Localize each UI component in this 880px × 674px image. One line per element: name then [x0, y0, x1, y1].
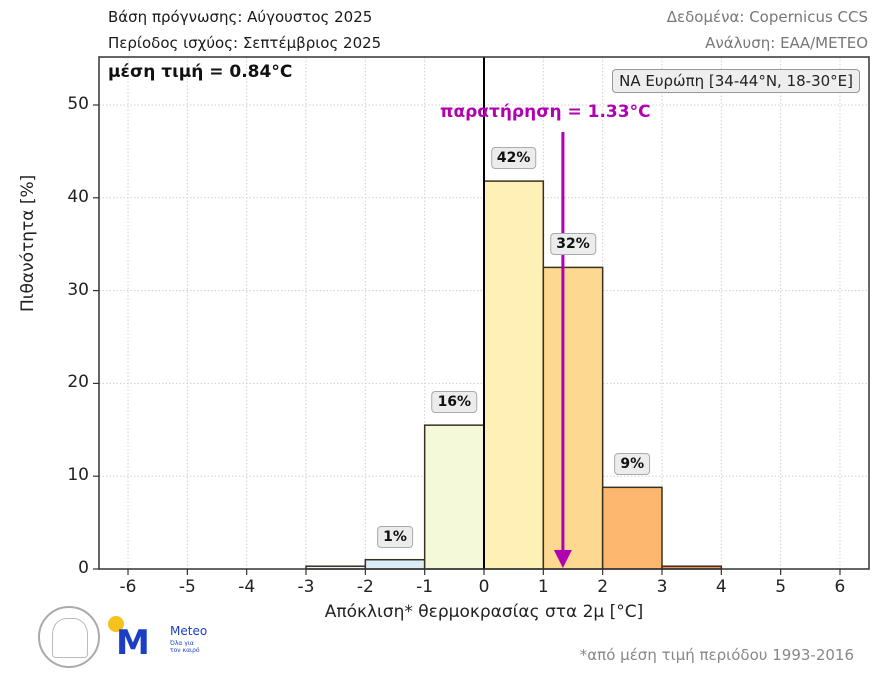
histogram-bar	[364, 558, 426, 570]
x-tick-label: 2	[597, 577, 609, 597]
sun-icon	[108, 616, 124, 632]
histogram-bar	[601, 486, 663, 570]
bar-value-label: 42%	[490, 147, 537, 170]
forecast-base: Βάση πρόγνωσης: Αύγουστος 2025	[108, 8, 373, 26]
bar-value-label: 1%	[377, 525, 413, 548]
y-tick-label: 30	[67, 279, 89, 300]
x-tick-label: -3	[297, 577, 315, 597]
footnote: *από μέση τιμή περιόδου 1993-2016	[579, 646, 854, 664]
observation-arrow-icon	[553, 550, 572, 568]
y-tick-label: 40	[67, 186, 89, 207]
x-tick-label: -6	[119, 577, 137, 597]
data-source: Δεδομένα: Copernicus CCS	[666, 8, 868, 26]
y-tick-label: 50	[67, 94, 89, 114]
x-tick-label: -5	[178, 577, 196, 597]
x-axis-label: Απόκλιση* θερμοκρασίας στα 2μ [°C]	[324, 602, 644, 622]
x-tick-label: 3	[656, 577, 668, 597]
meteo-m-icon: M	[116, 623, 150, 663]
bar-value-label: 9%	[614, 453, 651, 476]
histogram-bar	[423, 424, 485, 570]
histogram-bar	[542, 266, 604, 570]
y-axis-label: Πιθανότητα [%]	[18, 174, 38, 312]
y-tick-label: 20	[67, 372, 89, 393]
mean-annotation: μέση τιμή = 0.84°C	[108, 62, 293, 82]
x-tick-label: -2	[356, 577, 374, 597]
x-tick-label: 1	[537, 577, 549, 597]
meteo-slogan: Όλα για τον καιρό	[170, 640, 200, 654]
y-tick-label: 0	[78, 558, 89, 578]
observation-annotation: παρατήρηση = 1.33°C	[440, 102, 651, 122]
histogram-bar	[483, 180, 545, 570]
analysis-credit: Ανάλυση: ΕΑΑ/METEO	[705, 34, 868, 52]
y-tick-label: 10	[67, 465, 89, 486]
bar-value-label: 16%	[431, 391, 478, 414]
valid-period: Περίοδος ισχύος: Σεπτέμβριος 2025	[108, 34, 382, 52]
region-box: ΝΑ Ευρώπη [34-44°N, 18-30°E]	[612, 69, 860, 93]
x-tick-label: 6	[834, 577, 846, 597]
meteo-name: Meteo	[170, 624, 208, 638]
x-tick-label: 0	[478, 577, 490, 597]
x-tick-label: 5	[775, 577, 787, 597]
x-tick-label: 4	[715, 577, 727, 597]
x-tick-label: -1	[416, 577, 434, 597]
bar-value-label: 32%	[550, 233, 596, 256]
academy-seal-logo	[38, 606, 100, 668]
x-tick-label: -4	[238, 577, 256, 597]
